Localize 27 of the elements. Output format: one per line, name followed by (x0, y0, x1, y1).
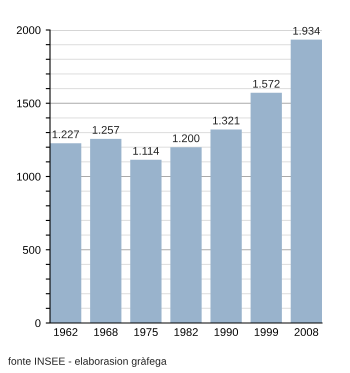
data-label: 1.257 (92, 126, 120, 134)
x-tick-label: 1968 (94, 328, 118, 336)
y-tick-label: 2000 (16, 26, 41, 34)
x-tick-label: 1962 (54, 328, 78, 336)
data-label: 1.227 (52, 130, 79, 138)
data-label: 1.321 (213, 116, 240, 124)
bar (250, 92, 282, 323)
source-note: fonte INSEE - elaborasion gràfega (8, 357, 167, 367)
x-tick-label: 1999 (254, 328, 278, 336)
bar (170, 147, 202, 323)
bar (130, 160, 162, 323)
data-label: 1.200 (172, 134, 200, 142)
x-tick-label: 1990 (214, 328, 238, 336)
data-label: 1.114 (133, 147, 160, 155)
bar (90, 138, 122, 323)
data-label: 1.934 (293, 26, 320, 35)
data-label: 1.572 (253, 80, 280, 88)
x-tick-label: 1975 (134, 328, 158, 336)
y-tick-label: 1500 (17, 100, 41, 108)
y-tick-label: 1000 (17, 172, 41, 181)
x-tick-label: 1982 (174, 328, 198, 336)
y-tick-label: 0 (35, 319, 41, 328)
bar (290, 40, 322, 323)
y-tick-label: 500 (22, 246, 41, 254)
bar (210, 129, 242, 323)
x-tick-label: 2008 (294, 328, 318, 336)
bar (50, 143, 82, 323)
